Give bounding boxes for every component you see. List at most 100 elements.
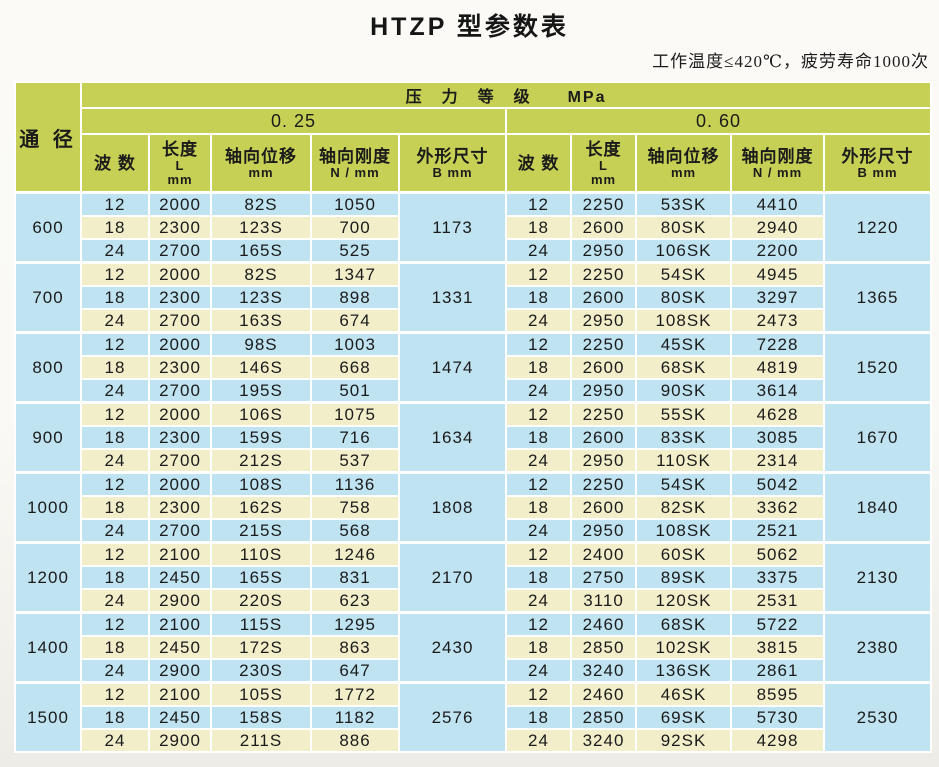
table-row: 24 2900 211S 886 24 3240 92SK 4298 bbox=[15, 728, 931, 753]
data-cell: 4410 bbox=[730, 191, 825, 217]
col-header-outline-025: 外形尺寸 B mm bbox=[398, 133, 507, 194]
data-cell: 1772 bbox=[310, 681, 400, 707]
data-cell: 2600 bbox=[570, 425, 637, 450]
data-cell: 2600 bbox=[570, 355, 637, 380]
data-cell: 24 bbox=[80, 378, 150, 404]
data-cell: 18 bbox=[505, 635, 572, 660]
data-cell: 12 bbox=[505, 401, 572, 427]
table-row: 24 2700 163S 674 24 2950 108SK 2473 bbox=[15, 308, 931, 334]
outline-b-cell: 2576 bbox=[398, 681, 507, 753]
data-cell: 2521 bbox=[730, 518, 825, 544]
table-row: 800 12 2000 98S 1003 1474 12 2250 45SK 7228 1520 bbox=[14, 331, 933, 404]
data-cell: 2400 bbox=[570, 541, 637, 567]
data-cell: 120SK bbox=[635, 588, 732, 614]
col-unit: mm bbox=[590, 171, 617, 187]
outline-b-cell: 2430 bbox=[398, 611, 507, 684]
table-row: 24 2700 212S 537 24 2950 110SK 2314 bbox=[15, 448, 931, 474]
data-cell: 1003 bbox=[310, 331, 400, 357]
data-cell: 230S bbox=[210, 658, 312, 684]
data-cell: 54SK bbox=[635, 261, 732, 287]
data-cell: 115S bbox=[210, 611, 312, 637]
data-cell: 18 bbox=[80, 215, 150, 240]
data-cell: 2950 bbox=[570, 308, 637, 334]
data-cell: 12 bbox=[505, 681, 572, 707]
data-cell: 886 bbox=[310, 728, 400, 753]
data-cell: 146S bbox=[210, 355, 312, 380]
table-row: 24 2700 215S 568 24 2950 108SK 2521 bbox=[15, 518, 931, 544]
data-cell: 60SK bbox=[635, 541, 732, 567]
data-cell: 165S bbox=[210, 565, 312, 590]
table-row: 1200 12 2100 110S 1246 2170 12 2400 60SK 5062 2130 bbox=[14, 541, 933, 614]
data-cell: 24 bbox=[505, 238, 572, 264]
data-cell: 82SK bbox=[635, 495, 732, 520]
col-unit: N / mm bbox=[752, 164, 803, 180]
data-cell: 3240 bbox=[570, 658, 637, 684]
col-label: 波 数 bbox=[517, 153, 560, 173]
data-cell: 18 bbox=[80, 565, 150, 590]
outline-b-cell: 2380 bbox=[822, 611, 933, 684]
table-row: 24 2900 230S 647 24 3240 136SK 2861 bbox=[15, 658, 931, 684]
pressure-grade-header: 压 力 等 级 MPa bbox=[79, 81, 933, 109]
data-cell: 105S bbox=[210, 681, 312, 707]
data-cell: 2200 bbox=[730, 238, 825, 264]
data-cell: 102SK bbox=[635, 635, 732, 660]
data-cell: 12 bbox=[80, 261, 150, 287]
data-cell: 68SK bbox=[635, 611, 732, 637]
table-row: 18 2450 172S 863 18 2850 102SK 3815 bbox=[15, 635, 931, 660]
col-label: 轴向位移 bbox=[225, 146, 297, 166]
data-cell: 12 bbox=[80, 681, 150, 707]
data-cell: 12 bbox=[80, 611, 150, 637]
data-cell: 2300 bbox=[148, 285, 212, 310]
data-cell: 2900 bbox=[148, 728, 212, 753]
data-cell: 2250 bbox=[570, 261, 637, 287]
diameter-cell: 1000 bbox=[14, 471, 82, 544]
data-cell: 12 bbox=[505, 331, 572, 357]
data-cell: 2460 bbox=[570, 611, 637, 637]
col-header-displacement-025: 轴向位移 mm bbox=[210, 133, 312, 194]
data-cell: 2300 bbox=[148, 495, 212, 520]
table-body: 600 12 2000 82S 1050 1173 12 2250 53SK 4410 1220 18… bbox=[14, 191, 933, 753]
col-header-length-025: 长度 L mm bbox=[148, 133, 212, 194]
data-cell: 2314 bbox=[730, 448, 825, 474]
data-cell: 2300 bbox=[148, 425, 212, 450]
data-cell: 158S bbox=[210, 705, 312, 730]
data-cell: 54SK bbox=[635, 471, 732, 497]
data-cell: 110S bbox=[210, 541, 312, 567]
data-cell: 53SK bbox=[635, 191, 732, 217]
data-cell: 12 bbox=[505, 541, 572, 567]
data-cell: 716 bbox=[310, 425, 400, 450]
page-subtitle: 工作温度≤420℃，疲劳寿命1000次 bbox=[652, 52, 929, 71]
col-header-displacement-060: 轴向位移 mm bbox=[635, 133, 732, 194]
data-cell: 4628 bbox=[730, 401, 825, 427]
data-cell: 2100 bbox=[148, 541, 212, 567]
data-cell: 2450 bbox=[148, 705, 212, 730]
data-cell: 18 bbox=[80, 635, 150, 660]
data-cell: 501 bbox=[310, 378, 400, 404]
table-row: 900 12 2000 106S 1075 1634 12 2250 55SK 4628 1670 bbox=[14, 401, 933, 474]
col-sublabel: L bbox=[599, 157, 608, 173]
data-cell: 2250 bbox=[570, 331, 637, 357]
table-row: 1400 12 2100 115S 1295 2430 12 2460 68SK 5722 2380 bbox=[14, 611, 933, 684]
data-cell: 674 bbox=[310, 308, 400, 334]
data-cell: 24 bbox=[80, 308, 150, 334]
data-cell: 2900 bbox=[148, 658, 212, 684]
data-cell: 24 bbox=[505, 448, 572, 474]
data-cell: 2450 bbox=[148, 635, 212, 660]
data-cell: 123S bbox=[210, 285, 312, 310]
col-header-waves-060: 波 数 bbox=[505, 133, 572, 194]
data-cell: 2000 bbox=[148, 191, 212, 217]
col-header-stiffness-060: 轴向刚度 N / mm bbox=[730, 133, 825, 194]
data-cell: 82S bbox=[210, 191, 312, 217]
outline-b-cell: 1474 bbox=[398, 331, 507, 404]
data-cell: 45SK bbox=[635, 331, 732, 357]
data-cell: 80SK bbox=[635, 215, 732, 240]
data-cell: 90SK bbox=[635, 378, 732, 404]
data-cell: 1136 bbox=[310, 471, 400, 497]
data-cell: 24 bbox=[505, 378, 572, 404]
table-row: 18 2300 123S 700 18 2600 80SK 2940 bbox=[15, 215, 931, 240]
data-cell: 2600 bbox=[570, 495, 637, 520]
outline-b-cell: 1840 bbox=[822, 471, 933, 544]
data-cell: 12 bbox=[80, 471, 150, 497]
data-cell: 898 bbox=[310, 285, 400, 310]
data-cell: 668 bbox=[310, 355, 400, 380]
